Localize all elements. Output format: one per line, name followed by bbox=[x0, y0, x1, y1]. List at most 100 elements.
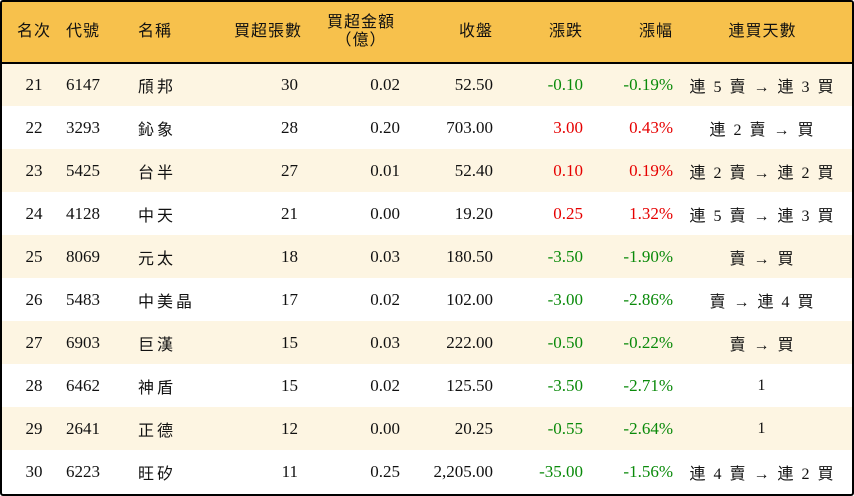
code-cell[interactable]: 2641 bbox=[66, 418, 100, 438]
rank-cell: 25 bbox=[25, 246, 43, 266]
name-cell[interactable]: 頎邦 bbox=[138, 79, 177, 96]
change-cell: 3.00 bbox=[553, 117, 583, 137]
name-cell[interactable]: 鈊象 bbox=[138, 121, 177, 139]
streak-cell: 連 5 賣 → 連 3 買 bbox=[689, 207, 836, 225]
change-pct-cell: -0.19% bbox=[623, 75, 673, 94]
close-cell: 180.50 bbox=[446, 246, 493, 266]
header-amount-line2: （億） bbox=[335, 32, 387, 49]
amount-cell: 0.02 bbox=[370, 75, 400, 94]
name-cell[interactable]: 正德 bbox=[138, 422, 177, 440]
name-cell[interactable]: 元太 bbox=[138, 250, 177, 268]
change-cell: -3.50 bbox=[547, 246, 583, 266]
change-pct-cell: -2.71% bbox=[623, 375, 673, 395]
lots-cell: 17 bbox=[281, 289, 298, 309]
change-pct-cell: 0.43% bbox=[629, 117, 673, 137]
close-cell: 125.50 bbox=[446, 375, 493, 395]
change-pct-cell: -2.86% bbox=[623, 289, 673, 309]
amount-cell: 0.03 bbox=[370, 332, 400, 352]
name-cell[interactable]: 中美晶 bbox=[138, 293, 196, 311]
code-cell[interactable]: 5483 bbox=[66, 289, 100, 309]
table-row[interactable]: 25 8069 元太 18 0.03 180.50 -3.50 -1.90% 賣 → 買 bbox=[2, 235, 852, 278]
lots-cell: 12 bbox=[281, 418, 298, 438]
change-cell: -3.00 bbox=[547, 289, 583, 309]
amount-cell: 0.02 bbox=[370, 375, 400, 395]
code-cell[interactable]: 6903 bbox=[66, 332, 100, 352]
rank-cell: 22 bbox=[25, 117, 43, 137]
streak-cell: 1 bbox=[757, 419, 768, 437]
amount-cell: 0.00 bbox=[370, 203, 400, 223]
change-cell: 0.10 bbox=[553, 160, 583, 180]
amount-cell: 0.01 bbox=[370, 160, 400, 180]
amount-cell: 0.20 bbox=[370, 117, 400, 137]
header-change: 漲跌 bbox=[493, 2, 583, 64]
rank-cell: 29 bbox=[25, 418, 43, 438]
code-cell[interactable]: 8069 bbox=[66, 246, 100, 266]
code-cell[interactable]: 5425 bbox=[66, 160, 100, 180]
table-row[interactable]: 29 2641 正德 12 0.00 20.25 -0.55 -2.64% 1 bbox=[2, 407, 852, 450]
table-row[interactable]: 21 6147 頎邦 30 0.02 52.50 -0.10 -0.19% 連 5 賣 → 連 … bbox=[2, 63, 852, 106]
code-cell[interactable]: 6223 bbox=[66, 461, 100, 481]
code-cell[interactable]: 6462 bbox=[66, 375, 100, 395]
close-cell: 20.25 bbox=[454, 418, 493, 438]
table-row[interactable]: 30 6223 旺矽 11 0.25 2,205.00 -35.00 -1.56% 連 4 賣 … bbox=[2, 450, 852, 493]
code-cell[interactable]: 4128 bbox=[66, 203, 100, 223]
change-cell: -3.50 bbox=[547, 375, 583, 395]
change-cell: -35.00 bbox=[539, 461, 583, 481]
change-pct-cell: -0.22% bbox=[623, 332, 673, 352]
streak-cell: 連 5 賣 → 連 3 買 bbox=[689, 79, 836, 96]
streak-cell: 連 2 賣 → 連 2 買 bbox=[689, 164, 836, 182]
close-cell: 2,205.00 bbox=[433, 461, 494, 481]
lots-cell: 18 bbox=[281, 246, 298, 266]
lots-cell: 30 bbox=[281, 75, 298, 94]
amount-cell: 0.00 bbox=[370, 418, 400, 438]
header-close: 收盤 bbox=[404, 2, 493, 64]
header-net-buy-amount: 買超金額 （億） bbox=[302, 2, 404, 64]
table-row[interactable]: 27 6903 巨漢 15 0.03 222.00 -0.50 -0.22% 賣 → 買 bbox=[2, 321, 852, 364]
rank-cell: 26 bbox=[25, 289, 43, 309]
rank-cell: 23 bbox=[25, 160, 43, 180]
close-cell: 703.00 bbox=[446, 117, 493, 137]
amount-cell: 0.02 bbox=[370, 289, 400, 309]
lots-cell: 28 bbox=[281, 117, 298, 137]
streak-cell: 連 2 賣 → 買 bbox=[709, 121, 816, 139]
name-cell[interactable]: 旺矽 bbox=[138, 465, 177, 483]
change-cell: -0.10 bbox=[547, 75, 583, 94]
table-header: 名次 代號 名稱 買超張數 買超金額 （億） 收盤 漲跌 漲幅 連買天數 bbox=[2, 2, 852, 64]
header-code: 代號 bbox=[66, 2, 136, 64]
table-row[interactable]: 28 6462 神盾 15 0.02 125.50 -3.50 -2.71% 1 bbox=[2, 364, 852, 407]
rank-cell: 30 bbox=[25, 461, 43, 481]
table-row[interactable]: 23 5425 台半 27 0.01 52.40 0.10 0.19% 連 2 賣 → 連 2 … bbox=[2, 149, 852, 192]
streak-cell: 賣 → 買 bbox=[729, 336, 796, 354]
change-pct-cell: -1.56% bbox=[623, 461, 673, 481]
table-row[interactable]: 22 3293 鈊象 28 0.20 703.00 3.00 0.43% 連 2 賣 → 買 bbox=[2, 106, 852, 149]
close-cell: 19.20 bbox=[454, 203, 493, 223]
change-cell: 0.25 bbox=[553, 203, 583, 223]
streak-cell: 賣 → 連 4 買 bbox=[709, 293, 816, 311]
name-cell[interactable]: 巨漢 bbox=[138, 336, 177, 354]
lots-cell: 15 bbox=[281, 375, 298, 395]
change-pct-cell: -1.90% bbox=[623, 246, 673, 266]
code-cell[interactable]: 3293 bbox=[66, 117, 100, 137]
lots-cell: 27 bbox=[281, 160, 298, 180]
table-row[interactable]: 24 4128 中天 21 0.00 19.20 0.25 1.32% 連 5 賣 → 連 3 … bbox=[2, 192, 852, 235]
change-cell: -0.50 bbox=[547, 332, 583, 352]
header-rank: 名次 bbox=[2, 2, 66, 64]
change-pct-cell: 1.32% bbox=[629, 203, 673, 223]
streak-cell: 連 4 賣 → 連 2 買 bbox=[689, 465, 836, 483]
header-streak: 連買天數 bbox=[673, 2, 852, 64]
lots-cell: 15 bbox=[281, 332, 298, 352]
header-name: 名稱 bbox=[136, 2, 216, 64]
rank-cell: 21 bbox=[25, 75, 43, 94]
code-cell[interactable]: 6147 bbox=[66, 75, 100, 94]
change-cell: -0.55 bbox=[547, 418, 583, 438]
name-cell[interactable]: 台半 bbox=[138, 164, 177, 182]
name-cell[interactable]: 中天 bbox=[138, 207, 177, 225]
name-cell[interactable]: 神盾 bbox=[138, 379, 177, 397]
table-row[interactable]: 26 5483 中美晶 17 0.02 102.00 -3.00 -2.86% 賣 → 連 4 … bbox=[2, 278, 852, 321]
rank-cell: 24 bbox=[25, 203, 43, 223]
close-cell: 102.00 bbox=[446, 289, 493, 309]
lots-cell: 11 bbox=[281, 461, 298, 481]
rank-cell: 27 bbox=[25, 332, 43, 352]
